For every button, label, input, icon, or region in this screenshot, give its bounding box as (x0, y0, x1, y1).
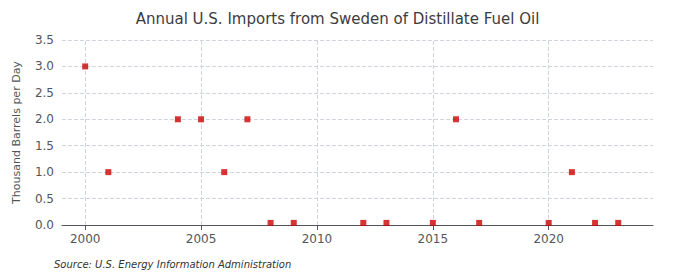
svg-text:2000: 2000 (70, 232, 101, 246)
svg-text:Thousand Barrels per Day: Thousand Barrels per Day (10, 61, 23, 205)
svg-text:Annual U.S. Imports from Swede: Annual U.S. Imports from Sweden of Disti… (136, 10, 540, 28)
svg-text:Source: U.S. Energy Informatio: Source: U.S. Energy Information Administ… (54, 259, 291, 270)
svg-text:3.0: 3.0 (35, 59, 54, 73)
svg-text:1.0: 1.0 (35, 165, 54, 179)
svg-text:2015: 2015 (418, 232, 449, 246)
svg-text:2010: 2010 (302, 232, 333, 246)
svg-text:1.5: 1.5 (35, 139, 54, 153)
svg-text:2.0: 2.0 (35, 112, 54, 126)
svg-text:2.5: 2.5 (35, 86, 54, 100)
svg-text:2005: 2005 (186, 232, 217, 246)
svg-text:0.5: 0.5 (35, 192, 54, 206)
svg-text:2020: 2020 (533, 232, 564, 246)
svg-text:0.0: 0.0 (35, 218, 54, 232)
svg-text:3.5: 3.5 (35, 33, 54, 47)
